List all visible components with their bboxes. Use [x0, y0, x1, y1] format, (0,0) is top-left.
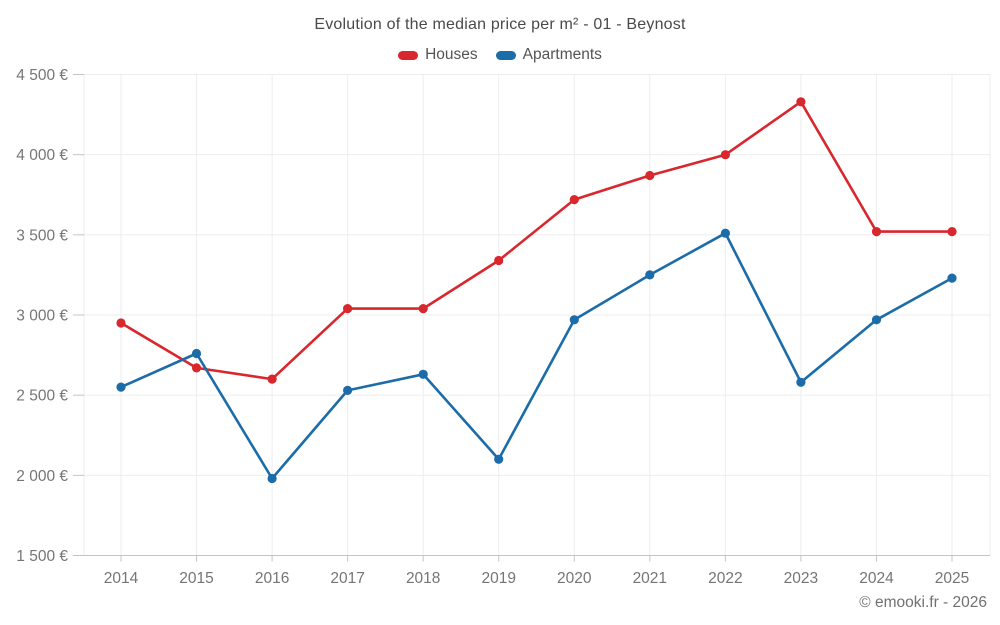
apartments-data-point-2019[interactable] — [494, 454, 504, 464]
x-axis-tick-label: 2025 — [935, 570, 969, 587]
x-axis-tick-label: 2023 — [784, 570, 818, 587]
y-axis-tick-label: 3 000 € — [16, 308, 68, 325]
y-axis-tick-label: 4 500 € — [16, 67, 68, 84]
apartments-data-point-2024[interactable] — [871, 315, 882, 325]
series-layer — [116, 97, 957, 484]
x-axis-tick-label: 2015 — [179, 570, 213, 587]
legend-label-apartments: Apartments — [522, 46, 602, 63]
y-axis-tick-label: 1 500 € — [16, 548, 68, 565]
legend-item-apartments[interactable]: Apartments — [495, 46, 602, 64]
houses-data-point-2018[interactable] — [418, 304, 428, 314]
y-axis-tick-label: 2 000 € — [16, 468, 68, 485]
apartments-series-line — [119, 231, 954, 480]
apartments-data-point-2016[interactable] — [267, 473, 277, 484]
x-axis-tick-label: 2022 — [708, 570, 742, 587]
x-axis-tick-label: 2021 — [633, 570, 667, 587]
houses-data-point-2021[interactable] — [645, 170, 655, 181]
apartments-data-point-2020[interactable] — [569, 315, 579, 325]
x-axis-tick-label: 2018 — [406, 570, 440, 587]
copyright-credit: © emooki.fr - 2026 — [859, 594, 987, 611]
y-axis-tick-label: 2 500 € — [16, 388, 68, 405]
x-axis-tick-label: 2016 — [255, 570, 289, 587]
x-axis-tick-label: 2017 — [330, 570, 364, 587]
houses-data-point-2014[interactable] — [116, 318, 126, 328]
chart-legend: Houses Apartments — [0, 46, 1000, 64]
apartments-data-point-2022[interactable] — [720, 228, 731, 238]
axes-layer — [73, 74, 990, 562]
apartments-data-point-2015[interactable] — [191, 348, 202, 359]
apartments-data-point-2018[interactable] — [418, 369, 428, 379]
houses-data-point-2024[interactable] — [871, 227, 882, 237]
apartments-data-point-2021[interactable] — [645, 270, 655, 280]
y-axis-tick-label: 3 500 € — [16, 227, 68, 244]
houses-data-point-2020[interactable] — [569, 195, 579, 205]
x-axis-tick-label: 2024 — [859, 570, 894, 587]
houses-data-point-2015[interactable] — [191, 363, 202, 373]
apartments-data-point-2017[interactable] — [343, 385, 353, 395]
houses-data-point-2025[interactable] — [947, 227, 957, 237]
houses-data-point-2017[interactable] — [343, 304, 353, 314]
houses-series-line — [119, 100, 954, 381]
houses-data-point-2023[interactable] — [796, 97, 806, 107]
x-axis-tick-label: 2014 — [104, 570, 139, 587]
houses-data-point-2016[interactable] — [267, 374, 277, 384]
legend-label-houses: Houses — [425, 46, 478, 63]
chart-title: Evolution of the median price per m² - 0… — [314, 16, 686, 33]
apartments-data-point-2023[interactable] — [796, 377, 806, 387]
houses-data-point-2019[interactable] — [494, 255, 504, 266]
y-axis-tick-label: 4 000 € — [16, 147, 68, 164]
apartments-data-point-2014[interactable] — [116, 382, 126, 392]
legend-item-houses[interactable]: Houses — [398, 46, 478, 64]
apartments-legend-swatch-icon — [495, 50, 516, 60]
houses-legend-swatch-icon — [398, 50, 419, 60]
apartments-data-point-2025[interactable] — [947, 273, 957, 283]
grid-layer — [83, 74, 991, 556]
axis-labels-layer: 2014 2015 2016 2017 2018 2019 2020 2021 2022 2023… — [16, 67, 969, 587]
x-axis-tick-label: 2019 — [481, 570, 515, 587]
x-axis-tick-label: 2020 — [557, 570, 592, 587]
houses-data-point-2022[interactable] — [720, 150, 731, 160]
